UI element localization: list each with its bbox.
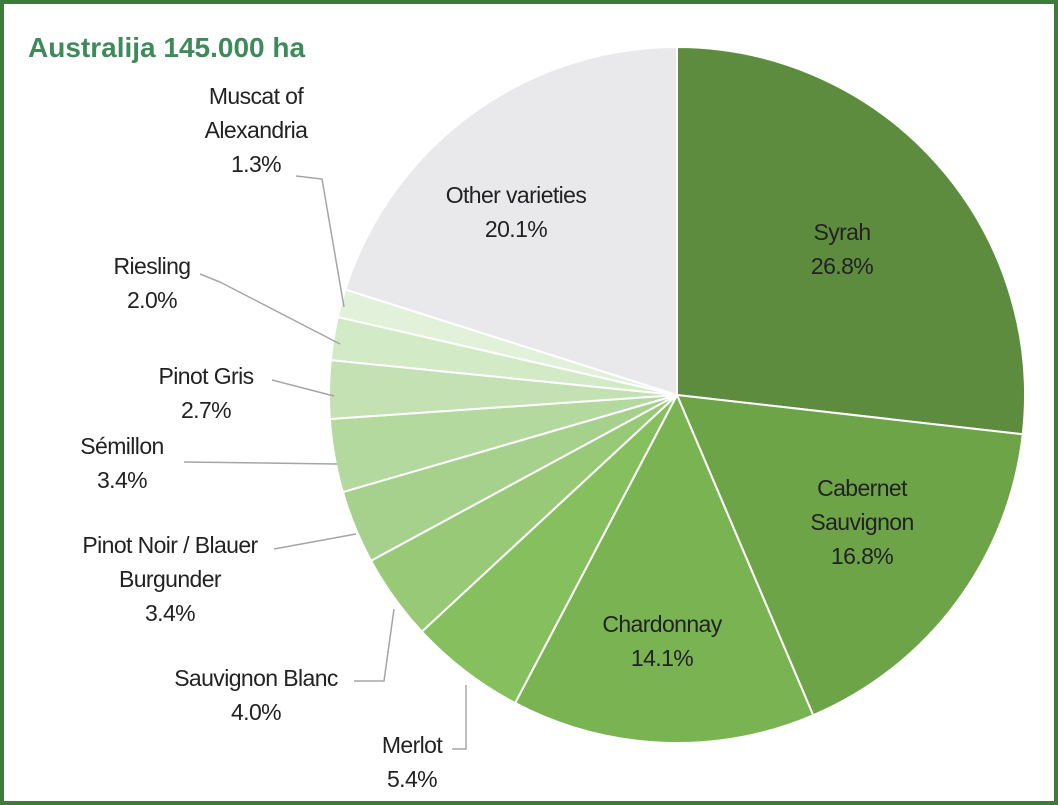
leader-line-riesling bbox=[199, 273, 341, 345]
data-label-pct-semillon: 3.4% bbox=[97, 467, 147, 493]
data-label-pct-muscat-of-alexandria: 1.3% bbox=[231, 151, 281, 177]
data-label-name-other-varieties: Other varieties bbox=[446, 182, 587, 208]
chart-title: Australija 145.000 ha bbox=[28, 32, 306, 63]
data-label-pct-sauvignon-blanc: 4.0% bbox=[231, 699, 281, 725]
leader-line-muscat-of-alexandria bbox=[295, 175, 345, 308]
data-label-name-syrah: Syrah bbox=[813, 219, 870, 245]
data-label-name-riesling: Riesling bbox=[113, 253, 190, 279]
pie-slice-syrah bbox=[676, 45, 1026, 436]
data-label-name-merlot: Merlot bbox=[382, 732, 444, 758]
data-label-name-pinot-noir-blauer-burgunder: Pinot Noir / Blauer bbox=[82, 532, 258, 558]
data-label-name-sauvignon-blanc: Sauvignon Blanc bbox=[174, 665, 338, 691]
data-label-pct-pinot-noir-blauer-burgunder: 3.4% bbox=[145, 600, 195, 626]
leader-line-pinot-gris bbox=[271, 379, 335, 397]
data-label-pct-riesling: 2.0% bbox=[127, 287, 177, 313]
data-label-pct-chardonnay: 14.1% bbox=[631, 645, 693, 671]
leader-line-sauvignon-blanc bbox=[354, 608, 395, 682]
pie-slice-other-varieties bbox=[344, 45, 678, 397]
data-label-pct-other-varieties: 20.1% bbox=[485, 216, 547, 242]
data-label-pct-cabernet-sauvignon: 16.8% bbox=[831, 543, 893, 569]
data-label-name-semillon: Sémillon bbox=[80, 433, 163, 459]
data-label-pct-merlot: 5.4% bbox=[387, 766, 437, 792]
data-label-pct-pinot-gris: 2.7% bbox=[181, 397, 231, 423]
data-label-name-muscat-of-alexandria: Muscat of bbox=[209, 83, 305, 109]
data-label-name-muscat-of-alexandria: Alexandria bbox=[205, 117, 308, 143]
data-label-name-chardonnay: Chardonnay bbox=[602, 611, 722, 637]
data-label-name-pinot-noir-blauer-burgunder: Burgunder bbox=[119, 566, 222, 592]
leader-line-semillon bbox=[183, 461, 338, 465]
data-label-name-pinot-gris: Pinot Gris bbox=[159, 363, 254, 389]
pie-chart: Syrah 26.8% Cabernet Sauvignon 16.8% Chardonn… bbox=[80, 45, 1026, 792]
data-label-name-cabernet-sauvignon: Cabernet bbox=[817, 475, 908, 501]
pie-slice-chardonnay bbox=[513, 392, 815, 744]
leader-line-merlot bbox=[452, 685, 467, 750]
leader-line-pinot-noir-blauer-burgunder bbox=[273, 533, 357, 550]
pie-slice-cabernet-sauvignon bbox=[675, 393, 1024, 717]
data-label-pct-syrah: 26.8% bbox=[811, 253, 873, 279]
data-label-name-cabernet-sauvignon: Sauvignon bbox=[810, 509, 913, 535]
